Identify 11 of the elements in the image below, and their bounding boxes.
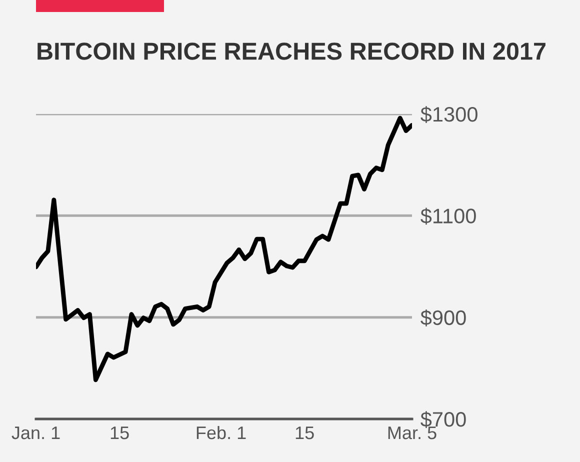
y-tick-label: $900 [420,309,466,326]
x-tick-label: 15 [110,426,129,440]
line-series [36,116,412,382]
x-tick-label: 15 [296,426,314,440]
y-tick-label: $1300 [420,106,478,123]
x-tick-label: Mar. 5 [388,426,436,440]
x-tick-label: Feb. 1 [196,426,246,440]
x-tick-label: Jan. 1 [12,426,60,440]
y-tick-label: $700 [420,411,466,428]
y-tick-label: $1100 [420,208,476,225]
chart-title: BITCOIN PRICE REACHES RECORD IN 2017 [38,42,546,60]
